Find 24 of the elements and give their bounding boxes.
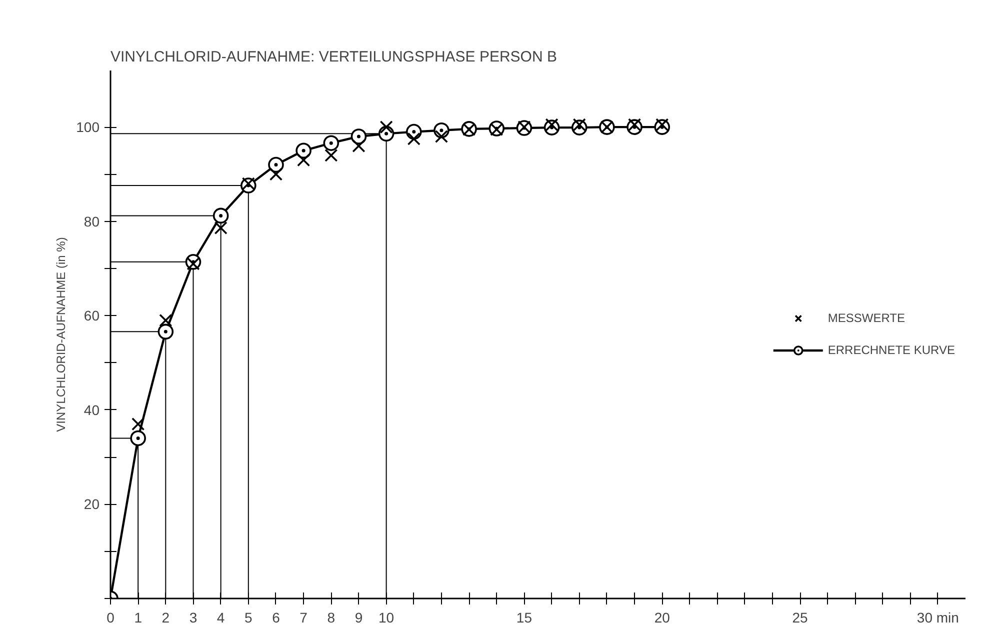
x-tick-label: 0 bbox=[106, 610, 115, 626]
x-tick-label: 6 bbox=[272, 610, 280, 626]
x-tick-label: 25 bbox=[792, 610, 808, 626]
legend-label: MESSWERTE bbox=[828, 311, 905, 325]
x-tick-label: 4 bbox=[216, 610, 225, 626]
x-tick-label: 7 bbox=[300, 610, 308, 626]
y-tick-label: 100 bbox=[76, 119, 100, 136]
y-tick-label: 40 bbox=[84, 402, 100, 418]
legend-label: ERRECHNETE KURVE bbox=[828, 343, 955, 357]
x-tick-label: 1 bbox=[134, 610, 142, 626]
x-tick-label: 5 bbox=[244, 610, 253, 626]
y-tick-label: 20 bbox=[84, 496, 100, 512]
x-tick-label: 9 bbox=[354, 610, 363, 626]
x-tick-label: 2 bbox=[162, 610, 170, 626]
y-tick-label: 80 bbox=[84, 213, 100, 230]
x-tick-label: 8 bbox=[327, 610, 336, 626]
x-tick-label: 3 bbox=[189, 610, 198, 626]
x-tick-label: 30 min bbox=[916, 610, 959, 626]
y-axis-title: VINYLCHLORID-AUFNAHME (in %) bbox=[54, 237, 68, 432]
x-tick-label: 20 bbox=[654, 610, 670, 626]
chart-title: VINYLCHLORID-AUFNAHME: VERTEILUNGSPHASE PERSON B bbox=[110, 48, 557, 66]
y-tick-label: 60 bbox=[84, 308, 100, 324]
x-tick-label: 10 bbox=[378, 610, 394, 626]
x-tick-label: 15 bbox=[516, 610, 532, 626]
